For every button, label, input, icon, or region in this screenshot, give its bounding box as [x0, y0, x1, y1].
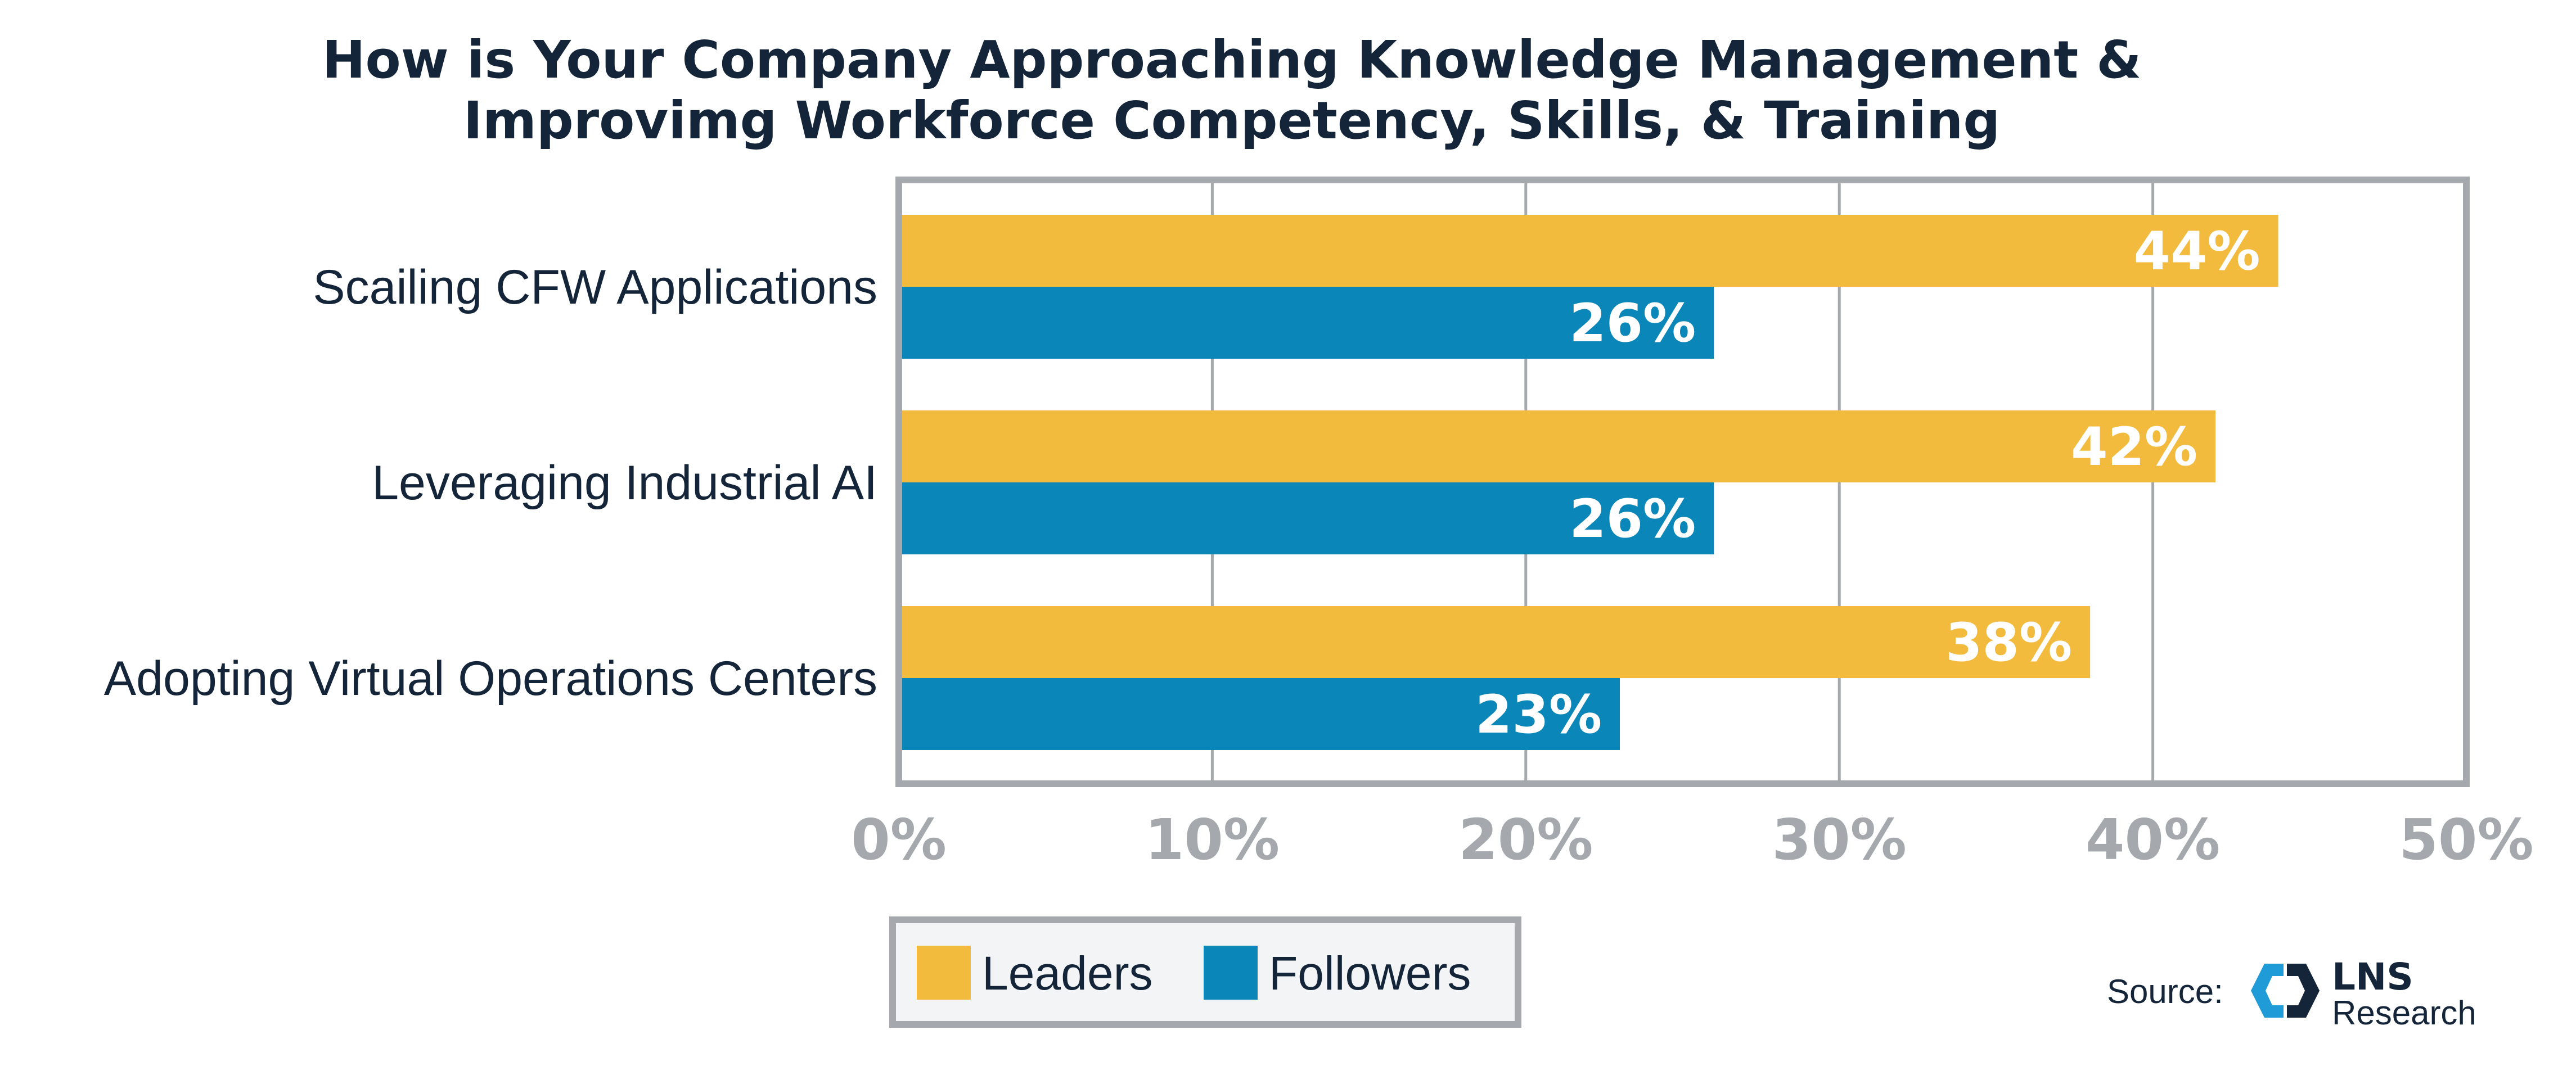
logo-hexagon-left-icon [2251, 964, 2284, 1018]
x-tick-label-0: 0% [851, 807, 947, 873]
legend: Leaders Followers [889, 916, 1521, 1028]
plot-frame [895, 177, 2470, 787]
bars [899, 215, 2278, 750]
category-labels: Scailing CFW Applications Leveraging Indu… [104, 260, 877, 706]
x-tick-label-30: 30% [1772, 807, 1907, 873]
logo-text-main: LNS [2332, 955, 2413, 999]
x-axis-ticks: 0% 10% 20% 30% 40% 50% [851, 807, 2534, 873]
category-label-1: Leveraging Industrial AI [372, 456, 877, 510]
x-tick-label-20: 20% [1458, 807, 1593, 873]
source-label: Source: [2107, 973, 2223, 1010]
lns-research-logo: LNS Research [2251, 955, 2476, 1032]
plot-border [895, 177, 2470, 787]
bar-labels: 44% 26% 42% 26% 38% 23% [1475, 221, 2260, 746]
bar-label-followers-2: 23% [1475, 684, 1602, 746]
bar-label-followers-0: 26% [1569, 293, 1696, 354]
legend-label-followers: Followers [1269, 947, 1471, 1000]
chart-title-line-2: Improvimg Workforce Competency, Skills, … [463, 91, 2000, 151]
x-tick-label-40: 40% [2086, 807, 2220, 873]
legend-swatch-leaders [917, 946, 971, 1000]
bar-label-leaders-1: 42% [2071, 417, 2197, 478]
bar-label-followers-1: 26% [1569, 489, 1696, 550]
logo-hexagon-right-icon [2287, 964, 2320, 1018]
bar-leaders-0 [899, 215, 2278, 287]
legend-label-leaders: Leaders [982, 947, 1153, 1000]
chart-title-line-1: How is Your Company Approaching Knowledg… [322, 30, 2142, 90]
logo-text-sub: Research [2332, 994, 2476, 1032]
bar-leaders-2 [899, 606, 2091, 678]
bar-followers-0 [899, 287, 1714, 359]
category-label-2: Adopting Virtual Operations Centers [104, 652, 877, 706]
x-tick-label-50: 50% [2399, 807, 2533, 873]
bar-label-leaders-2: 38% [1945, 612, 2072, 674]
legend-swatch-followers [1204, 946, 1258, 1000]
bar-followers-1 [899, 482, 1714, 554]
bar-leaders-1 [899, 410, 2216, 482]
category-label-0: Scailing CFW Applications [313, 260, 877, 314]
bar-label-leaders-0: 44% [2134, 221, 2260, 282]
bar-followers-2 [899, 678, 1620, 750]
x-tick-label-10: 10% [1145, 807, 1280, 873]
